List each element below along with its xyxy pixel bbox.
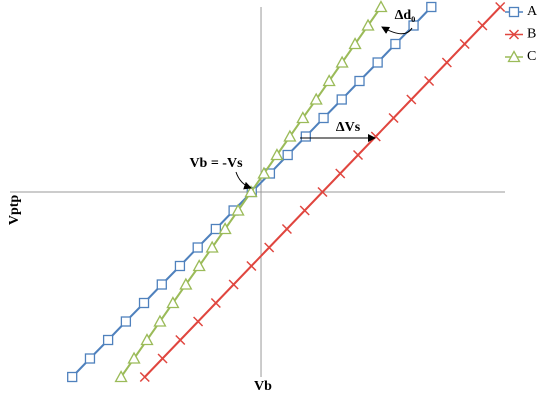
marker xyxy=(244,185,258,198)
marker xyxy=(157,353,168,364)
marker xyxy=(120,316,132,327)
marker xyxy=(193,316,204,327)
marker xyxy=(318,112,329,124)
marker xyxy=(317,186,328,198)
marker xyxy=(179,277,193,290)
marker xyxy=(408,20,419,31)
marker xyxy=(507,50,521,63)
marker xyxy=(354,75,365,87)
marker xyxy=(175,334,186,346)
marker xyxy=(114,370,128,383)
annotation: ΔVs xyxy=(336,120,361,135)
marker xyxy=(102,334,114,346)
marker xyxy=(426,1,437,13)
marker xyxy=(127,351,141,364)
marker xyxy=(508,6,520,18)
marker xyxy=(67,371,78,383)
marker xyxy=(257,166,271,179)
marker xyxy=(441,57,452,68)
marker xyxy=(84,353,96,364)
legend-label: B xyxy=(527,27,536,42)
marker xyxy=(205,240,219,253)
annotation: Vb = -Vs xyxy=(189,156,243,171)
annotation: Δd₀ xyxy=(395,8,416,23)
marker xyxy=(210,297,221,309)
marker xyxy=(231,203,245,216)
annotation-arrow xyxy=(235,171,252,190)
marker xyxy=(174,260,186,272)
marker xyxy=(495,1,506,13)
marker xyxy=(508,29,520,40)
marker xyxy=(153,314,167,327)
marker xyxy=(390,38,401,50)
marker xyxy=(299,205,310,216)
marker xyxy=(139,371,150,383)
legend-label: C xyxy=(527,49,536,64)
marker xyxy=(264,242,275,253)
plot-area xyxy=(10,0,506,383)
marker xyxy=(282,149,293,161)
marker xyxy=(228,279,239,290)
marker xyxy=(300,131,311,142)
marker xyxy=(335,168,346,179)
marker xyxy=(322,74,336,87)
marker xyxy=(156,279,167,290)
marker xyxy=(348,37,362,50)
marker xyxy=(296,111,310,124)
marker xyxy=(424,75,435,87)
marker xyxy=(406,94,417,105)
marker xyxy=(283,129,297,142)
marker xyxy=(210,223,221,235)
marker xyxy=(335,55,349,68)
legend-label: A xyxy=(527,4,538,19)
legend: ABC xyxy=(505,4,538,64)
marker xyxy=(138,297,150,309)
marker xyxy=(352,149,364,161)
marker xyxy=(192,259,206,272)
marker xyxy=(374,0,388,13)
marker xyxy=(140,333,154,346)
marker xyxy=(166,296,180,309)
x-axis-label: Vb xyxy=(254,379,272,394)
marker xyxy=(361,18,375,31)
marker xyxy=(309,92,323,105)
marker xyxy=(218,222,232,235)
marker xyxy=(192,242,203,253)
marker xyxy=(370,131,381,142)
marker xyxy=(372,57,383,68)
marker xyxy=(281,223,292,235)
annotation-arrow xyxy=(381,26,413,35)
y-axis-label: Vptp xyxy=(7,195,22,226)
marker xyxy=(270,148,284,161)
marker xyxy=(246,260,257,272)
marker xyxy=(388,112,399,124)
marker xyxy=(477,20,488,31)
marker xyxy=(459,38,470,50)
marker xyxy=(336,94,347,105)
